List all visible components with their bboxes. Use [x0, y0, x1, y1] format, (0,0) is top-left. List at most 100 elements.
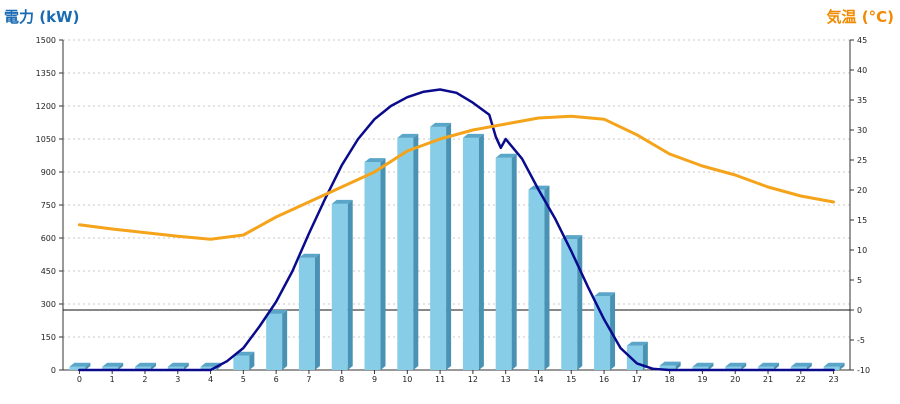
x-tick-label: 16 [599, 375, 609, 384]
x-tick-label: 13 [501, 375, 511, 384]
bar-front [331, 203, 348, 370]
bar-side [282, 309, 288, 370]
right-tick-label: 25 [857, 156, 867, 165]
power-line [78, 88, 835, 372]
bar-front [823, 366, 840, 370]
x-tick-label: 19 [697, 375, 707, 384]
bar [528, 185, 550, 370]
bar-side [675, 361, 681, 370]
left-tick-label: 600 [41, 234, 56, 243]
bar [430, 122, 452, 371]
x-tick-label: 14 [533, 375, 543, 384]
bar-front [692, 366, 709, 370]
right-tick-label: 45 [857, 36, 867, 45]
bar [266, 309, 288, 370]
left-tick-label: 0 [51, 366, 56, 375]
bar [692, 362, 714, 370]
bar-front [495, 157, 512, 370]
x-tick-label: 5 [241, 375, 246, 384]
bar-front [134, 366, 151, 370]
bar-front [659, 365, 676, 370]
right-tick-label: 0 [857, 306, 862, 315]
bar-front [758, 366, 775, 370]
bar-side [413, 133, 419, 370]
bar-top [495, 153, 517, 158]
bar-top [594, 292, 616, 297]
bar-side [511, 153, 517, 370]
bar [725, 362, 747, 370]
right-tick-label: 20 [857, 186, 867, 195]
bar [594, 292, 616, 370]
bar-top [626, 341, 648, 346]
bar-front [200, 366, 217, 370]
temperature-line [77, 114, 836, 241]
bar-front [364, 162, 381, 370]
left-tick-label: 1350 [36, 69, 56, 78]
bar-top [298, 253, 320, 258]
bar [233, 351, 255, 370]
bar-front [69, 366, 86, 370]
bar-top [102, 362, 124, 367]
bar-front [266, 313, 283, 370]
bar-front [430, 126, 447, 371]
bar-side [380, 158, 386, 370]
left-tick-label: 1200 [36, 102, 56, 111]
x-tick-label: 23 [829, 375, 839, 384]
left-tick-label: 300 [41, 300, 56, 309]
left-tick-label: 150 [41, 333, 56, 342]
bar-side [544, 185, 550, 370]
bar-top [134, 362, 156, 367]
x-tick-label: 7 [306, 375, 311, 384]
x-tick-label: 8 [339, 375, 344, 384]
bar-side [642, 341, 648, 370]
bar [331, 199, 353, 370]
bar [134, 362, 156, 370]
bar [561, 235, 583, 370]
bar-side [183, 362, 189, 370]
x-tick-label: 9 [372, 375, 377, 384]
bar-front [528, 189, 545, 370]
right-tick-label: -5 [857, 336, 865, 345]
x-tick-label: 15 [566, 375, 576, 384]
bar-top [758, 362, 780, 367]
x-tick-label: 18 [665, 375, 675, 384]
bar-front [462, 137, 479, 370]
bar-side [806, 362, 812, 370]
left-tick-label: 1050 [36, 135, 56, 144]
right-axis-title: 気温 (°C) [826, 8, 894, 26]
bar-top [69, 362, 91, 367]
bar-front [561, 239, 578, 370]
x-tick-label: 12 [468, 375, 478, 384]
bar-side [741, 362, 747, 370]
bar-side [478, 133, 484, 370]
bar [397, 133, 419, 370]
bar-top [528, 185, 550, 190]
bar-front [725, 366, 742, 370]
bar-top [430, 122, 452, 127]
bar-front [102, 366, 119, 370]
bar-top [561, 235, 583, 240]
right-tick-label: 10 [857, 246, 867, 255]
bar-top [692, 362, 714, 367]
bar [495, 153, 517, 370]
right-tick-label: 15 [857, 216, 867, 225]
left-tick-label: 750 [41, 201, 56, 210]
bar-side [85, 362, 91, 370]
bar-side [577, 235, 583, 370]
x-tick-label: 6 [274, 375, 279, 384]
bar-front [790, 366, 807, 370]
right-tick-label: 30 [857, 126, 867, 135]
right-tick-label: -10 [857, 366, 870, 375]
x-tick-label: 20 [730, 375, 740, 384]
bar [790, 362, 812, 370]
bar [298, 253, 320, 370]
bar-side [610, 292, 616, 370]
x-tick-label: 17 [632, 375, 642, 384]
bar-side [774, 362, 780, 370]
bar-front [594, 296, 611, 370]
bar-top [823, 362, 845, 367]
bar-top [397, 133, 419, 138]
x-tick-label: 4 [208, 375, 213, 384]
right-tick-label: 35 [857, 96, 867, 105]
